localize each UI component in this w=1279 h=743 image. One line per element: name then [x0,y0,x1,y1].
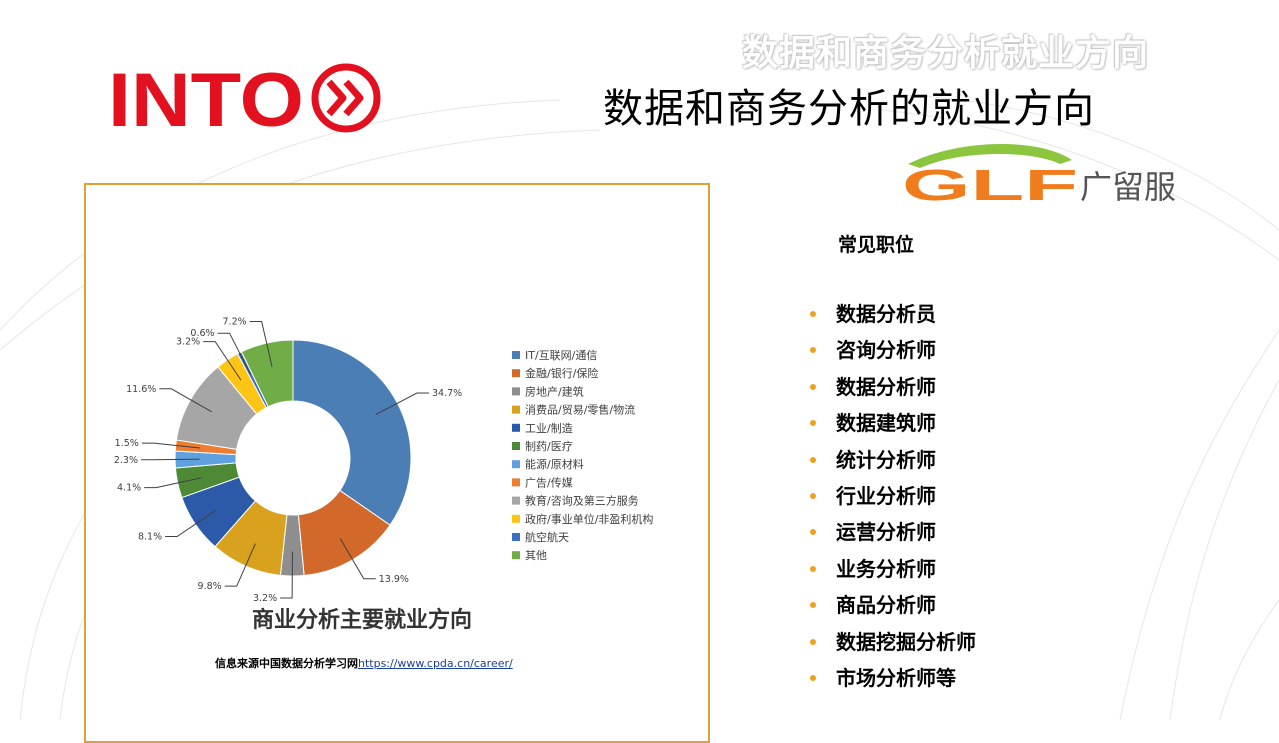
glf-logo-text: 广留服 [1080,168,1176,206]
leader-line [339,538,376,580]
legend-entry: 教育/咨询及第三方服务 [525,494,639,508]
legend-swatch [512,496,520,505]
job-item-label: 数据分析员 [836,302,936,326]
job-item-label: 业务分析师 [836,556,936,581]
bullet-icon [810,638,816,645]
legend-entry: 消费品/贸易/零售/物流 [525,403,635,417]
page-title: 数据和商务分析的就业方向 [603,86,1095,132]
job-item-label: 咨询分析师 [836,338,936,363]
job-item-label: 运营分析师 [836,520,936,545]
jobs-title: 常见职位 [838,234,915,256]
slice-label: 8.1% [138,532,162,543]
job-item-label: 行业分析师 [836,483,936,508]
donut-chart: 34.7% IT/互联网/通信 13.9% 金融/银行/保险 3.2% 房地产/建筑 9.8… [114,317,654,604]
slice-label: 34.7% [432,388,462,399]
leader-line [224,543,256,587]
bullet-icon [810,420,816,427]
legend-swatch [512,369,520,378]
leader-line [217,332,252,375]
slice-label: 11.6% [126,384,156,395]
source-link[interactable]: https://www.cpda.cn/career/ [358,657,513,670]
job-item: 数据分析员 [808,300,976,336]
job-item-label: 商品分析师 [836,593,936,618]
legend-swatch [512,533,520,541]
job-item-label: 数据建筑师 [836,411,936,436]
leader-line [141,458,200,461]
chart-title: 商业分析主要就业方向 [251,608,472,633]
job-item: 数据建筑师 [808,409,976,445]
legend-swatch [512,460,520,469]
glf-logo: GLF 广留服 [902,143,1176,206]
job-item: 数据挖掘分析师 [808,628,976,664]
glf-logo-letters: GLF [902,161,1078,206]
bullet-icon [810,311,816,317]
slice-label: 4.1% [117,483,141,494]
source-line: 信息来源中国数据分析学习网https://www.cpda.cn/career/ [215,655,513,671]
leader-line [165,510,216,538]
legend-entry: 广告/传媒 [525,476,573,489]
legend-entry: 航空航天 [525,530,569,544]
slice-label: 13.9% [379,574,409,585]
job-item: 运营分析师 [808,518,976,554]
slice-label: 3.2% [253,593,277,604]
legend-swatch [512,423,520,432]
legend-swatch [512,351,520,359]
legend-swatch [512,514,520,523]
slice-label: 9.8% [198,581,222,592]
leader-line [375,392,429,416]
leader-line [280,551,293,599]
legend-swatch [512,478,520,487]
bullet-icon [810,492,816,499]
bullet-icon [810,565,816,572]
legend-entry: 工业/制造 [525,421,573,435]
ghost-title: 数据和商务分析就业方向 [742,33,1150,74]
source-prefix: 信息来源中国数据分析学习网 [215,657,358,670]
leader-line [144,477,202,489]
job-item: 行业分析师 [808,482,976,518]
jobs-list: 数据分析员咨询分析师数据分析师数据建筑师统计分析师行业分析师运营分析师业务分析师… [808,300,976,700]
legend-swatch [512,405,520,414]
legend-swatch [512,387,520,396]
bullet-icon [810,529,816,536]
bullet-icon [810,456,816,463]
legend-entry: 制药/医疗 [525,439,573,453]
slice-label: 1.5% [115,438,139,449]
legend-entry: IT/互联网/通信 [525,349,597,362]
bullet-icon [810,383,816,390]
donut-slice [292,339,412,526]
job-item-label: 数据挖掘分析师 [836,629,976,654]
job-item: 统计分析师 [808,446,976,482]
leader-line [159,388,212,413]
job-item-label: 市场分析师等 [836,665,956,690]
legend-entry: 房地产/建筑 [525,384,584,398]
legend-entry: 能源/原材料 [525,457,584,471]
leader-line [249,321,273,367]
slice-label: 2.3% [114,455,138,466]
job-item-label: 统计分析师 [836,447,936,472]
leader-line [141,442,201,449]
legend-swatch [512,551,520,560]
legend-entry: 金融/银行/保险 [525,366,598,380]
slice-label: 3.2% [176,337,200,348]
legend-swatch [512,442,520,450]
slice-label: 7.2% [223,317,247,328]
bullet-icon [810,347,816,354]
bullet-icon [810,674,816,681]
into-logo: INTO [108,60,381,136]
slice-label: 0.6% [190,328,214,339]
donut-slice [240,339,294,408]
into-logo-text: INTO [108,60,304,136]
bullet-icon [810,602,816,609]
legend-entry: 政府/事业单位/非盈利机构 [525,512,653,526]
job-item-label: 数据分析师 [836,374,936,399]
job-item: 业务分析师 [808,555,976,591]
job-item: 商品分析师 [808,591,976,627]
job-item: 数据分析师 [808,373,976,409]
legend-entry: 其他 [525,549,547,562]
job-item: 市场分析师等 [808,664,976,700]
leader-line [203,341,242,381]
job-item: 咨询分析师 [808,336,976,372]
